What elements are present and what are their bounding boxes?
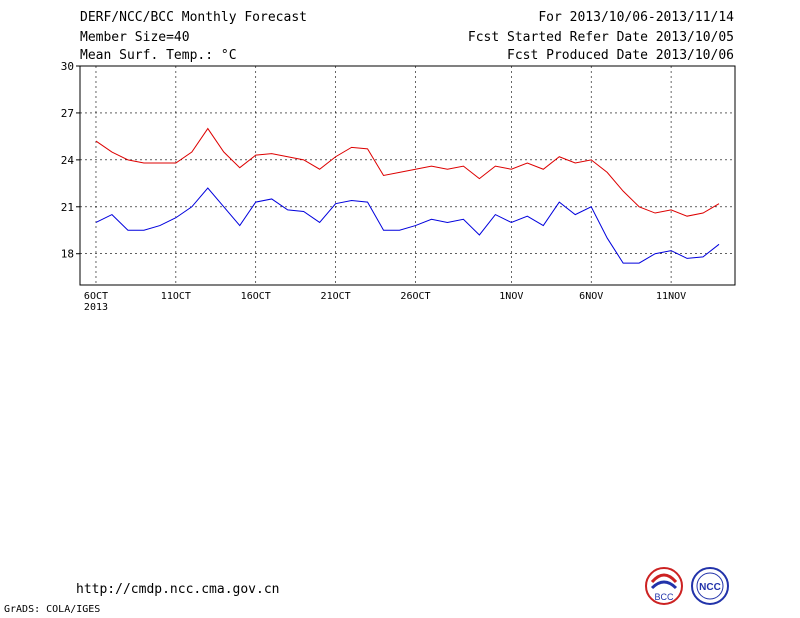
x-tick-label: 1NOV xyxy=(499,291,523,302)
bcc-logo: BCC xyxy=(645,567,683,605)
x-tick-label: 11OCT xyxy=(161,291,191,302)
variable-label: Mean Surf. Temp.: °C xyxy=(80,48,237,63)
y-tick-label: 24 xyxy=(61,154,75,167)
source-url[interactable]: http://cmdp.ncc.cma.gov.cn xyxy=(76,582,280,597)
y-tick-label: 18 xyxy=(61,248,74,261)
bcc-logo-text: BCC xyxy=(654,592,674,602)
member-size: Member Size=40 xyxy=(80,30,190,45)
series-line-max xyxy=(95,187,720,264)
forecast-period: For 2013/10/06-2013/11/14 xyxy=(538,10,734,25)
x-tick-label: 2013 xyxy=(84,302,108,313)
ncc-logo-text: NCC xyxy=(699,582,721,593)
x-tick-label: 6NOV xyxy=(579,291,603,302)
series-line-upper xyxy=(95,127,720,217)
plot-frame xyxy=(79,65,736,286)
x-tick-label: 11NOV xyxy=(656,291,686,302)
y-tick-label: 30 xyxy=(61,60,74,73)
x-tick-label: 26OCT xyxy=(400,291,430,302)
y-tick-label: 27 xyxy=(61,107,74,120)
x-tick-label: 6OCT xyxy=(84,291,108,302)
x-tick-label: 21OCT xyxy=(321,291,351,302)
chart-title: DERF/NCC/BCC Monthly Forecast xyxy=(80,10,307,25)
started-date: Fcst Started Refer Date 2013/10/05 xyxy=(467,30,734,45)
produced-date: Fcst Produced Date 2013/10/06 xyxy=(507,48,734,63)
grads-credit: GrADS: COLA/IGES xyxy=(4,604,101,615)
y-tick-label: 21 xyxy=(61,201,74,214)
ncc-logo: NCC xyxy=(691,567,729,605)
x-tick-label: 16OCT xyxy=(241,291,271,302)
